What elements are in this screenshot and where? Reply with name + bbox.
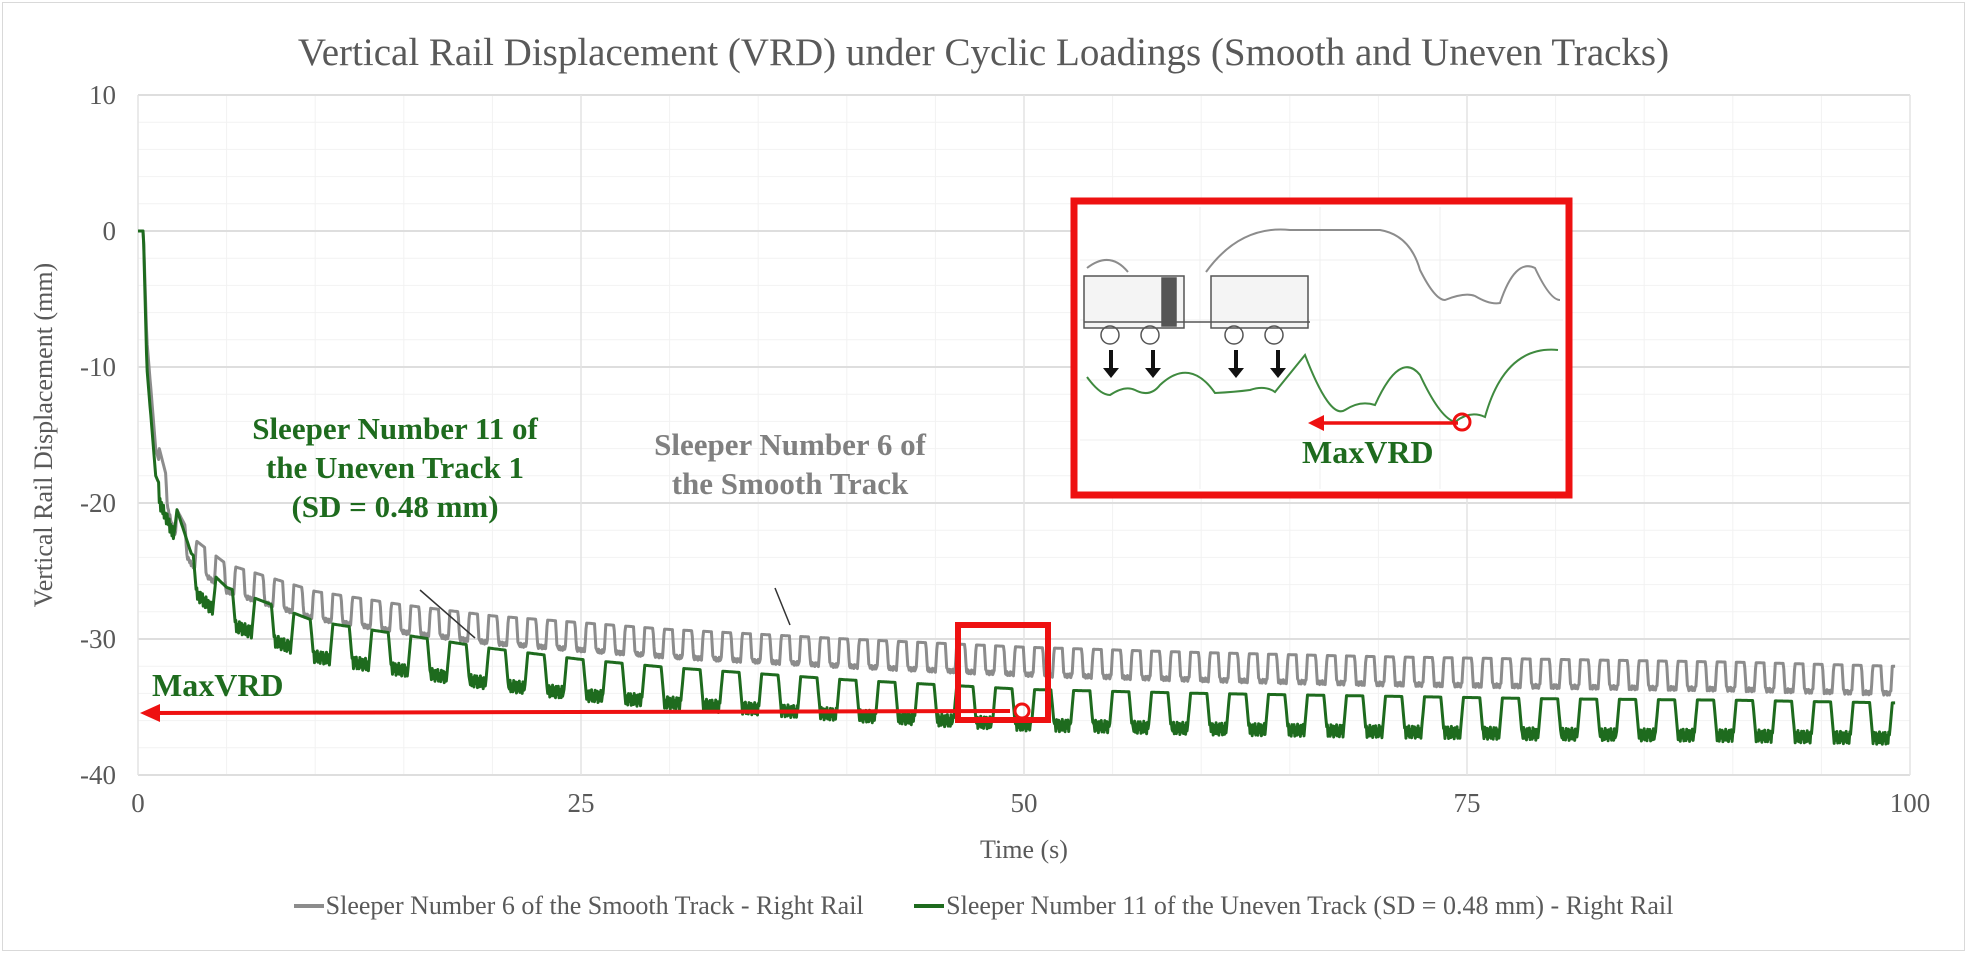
x-tick-label: 25 [568, 788, 595, 818]
y-tick-label: 10 [89, 80, 116, 110]
x-tick-label: 100 [1890, 788, 1931, 818]
annotation-maxvrd: MaxVRD [152, 667, 284, 703]
annotation-uneven-track: Sleeper Number 11 of the Uneven Track 1 … [210, 410, 580, 526]
legend-swatch-smooth [293, 904, 324, 908]
data-series [137, 229, 1896, 746]
annotation-smooth-line2: the Smooth Track [671, 465, 909, 501]
y-tick-label: 0 [103, 216, 117, 246]
annotation-inset-maxvrd: MaxVRD [1302, 434, 1434, 470]
x-axis-title: Time (s) [980, 835, 1068, 864]
inset-zoom-panel [1070, 197, 1573, 499]
train-wagon-icon [1083, 275, 1310, 345]
y-tick-label: -30 [80, 624, 116, 654]
legend-label-uneven: Sleeper Number 11 of the Uneven Track (S… [946, 891, 1674, 920]
series-smooth-line [137, 229, 1896, 697]
legend-swatch-uneven [914, 904, 945, 908]
x-tick-label: 0 [131, 788, 145, 818]
annotation-uneven-line1: Sleeper Number 11 of [252, 411, 538, 446]
highlight-box [955, 622, 1051, 723]
load-arrow-icons [1103, 350, 1286, 378]
y-tick-label: -10 [80, 352, 116, 382]
annotation-uneven-line2: the Uneven Track 1 [265, 449, 525, 485]
gridlines [137, 94, 1911, 776]
maxvrd-marker [1013, 702, 1031, 720]
axis-ticks: 100-10-20-30-400 25 50 75 100 [80, 80, 1930, 818]
y-tick-label: -20 [80, 488, 116, 518]
inset-maxvrd-arrow [1308, 412, 1472, 432]
y-tick-label: -40 [80, 760, 116, 790]
annotation-smooth-track: Sleeper Number 6 of the Smooth Track [630, 426, 950, 504]
inset-smooth-curve [1086, 228, 1561, 305]
legend-label-smooth: Sleeper Number 6 of the Smooth Track - R… [325, 891, 864, 920]
smooth-leader-line [774, 587, 791, 626]
chart-title: Vertical Rail Displacement (VRD) under C… [297, 31, 1670, 74]
x-tick-label: 50 [1011, 788, 1038, 818]
annotation-smooth-line1: Sleeper Number 6 of [654, 427, 926, 462]
y-axis-title: Vertical Rail Displacement (mm) [29, 263, 58, 607]
legend: Sleeper Number 6 of the Smooth Track - R… [0, 885, 1967, 921]
inset-uneven-curve [1086, 348, 1559, 424]
x-tick-label: 75 [1454, 788, 1481, 818]
legend-item-smooth[interactable]: Sleeper Number 6 of the Smooth Track - R… [293, 891, 864, 921]
series-uneven-line [137, 229, 1896, 746]
uneven-leader-line [419, 589, 476, 639]
legend-item-uneven[interactable]: Sleeper Number 11 of the Uneven Track (S… [914, 891, 1673, 921]
annotation-uneven-line3: (SD = 0.48 mm) [291, 488, 499, 524]
maxvrd-arrow [140, 704, 1011, 722]
